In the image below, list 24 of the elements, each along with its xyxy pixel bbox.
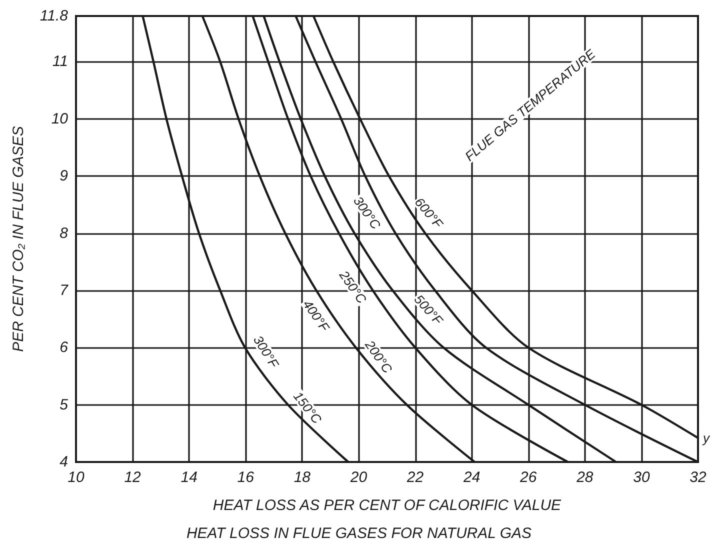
x-tick-label: 30 — [633, 469, 650, 486]
y-tick-label: 11 — [52, 53, 68, 70]
y-tick-label: 6 — [60, 339, 69, 356]
x-tick-label: 24 — [462, 469, 480, 486]
x-tick-label: 12 — [124, 469, 142, 486]
y-tick-label: 5 — [60, 396, 69, 414]
x-tick-label: 20 — [349, 469, 368, 486]
text: HEAT LOSS IN FLUE GASES FOR NATURAL GAS — [186, 525, 532, 542]
x-tick-label: 28 — [576, 469, 594, 486]
x-tick-label: 22 — [406, 469, 424, 486]
x-tick-label: 18 — [294, 469, 312, 486]
y-tick-label: 8 — [60, 224, 69, 242]
y-tick-label: 4 — [60, 454, 68, 470]
annotation: y — [702, 430, 711, 446]
y-tick-label: 10 — [51, 110, 69, 128]
x-tick-label: 32 — [690, 469, 707, 486]
y-axis-title: PER CENT CO₂ IN FLUE GASES — [10, 126, 27, 352]
x-tick-label: 26 — [519, 469, 538, 486]
y-tick-label: 7 — [60, 282, 69, 299]
x-axis-title: HEAT LOSS AS PER CENT OF CALORIFIC VALUE — [212, 497, 562, 514]
y-tick-label: 11.8 — [40, 8, 69, 24]
x-tick-label: 14 — [180, 469, 198, 486]
y-tick-label: 9 — [60, 168, 69, 185]
x-tick-label: 16 — [237, 469, 255, 486]
